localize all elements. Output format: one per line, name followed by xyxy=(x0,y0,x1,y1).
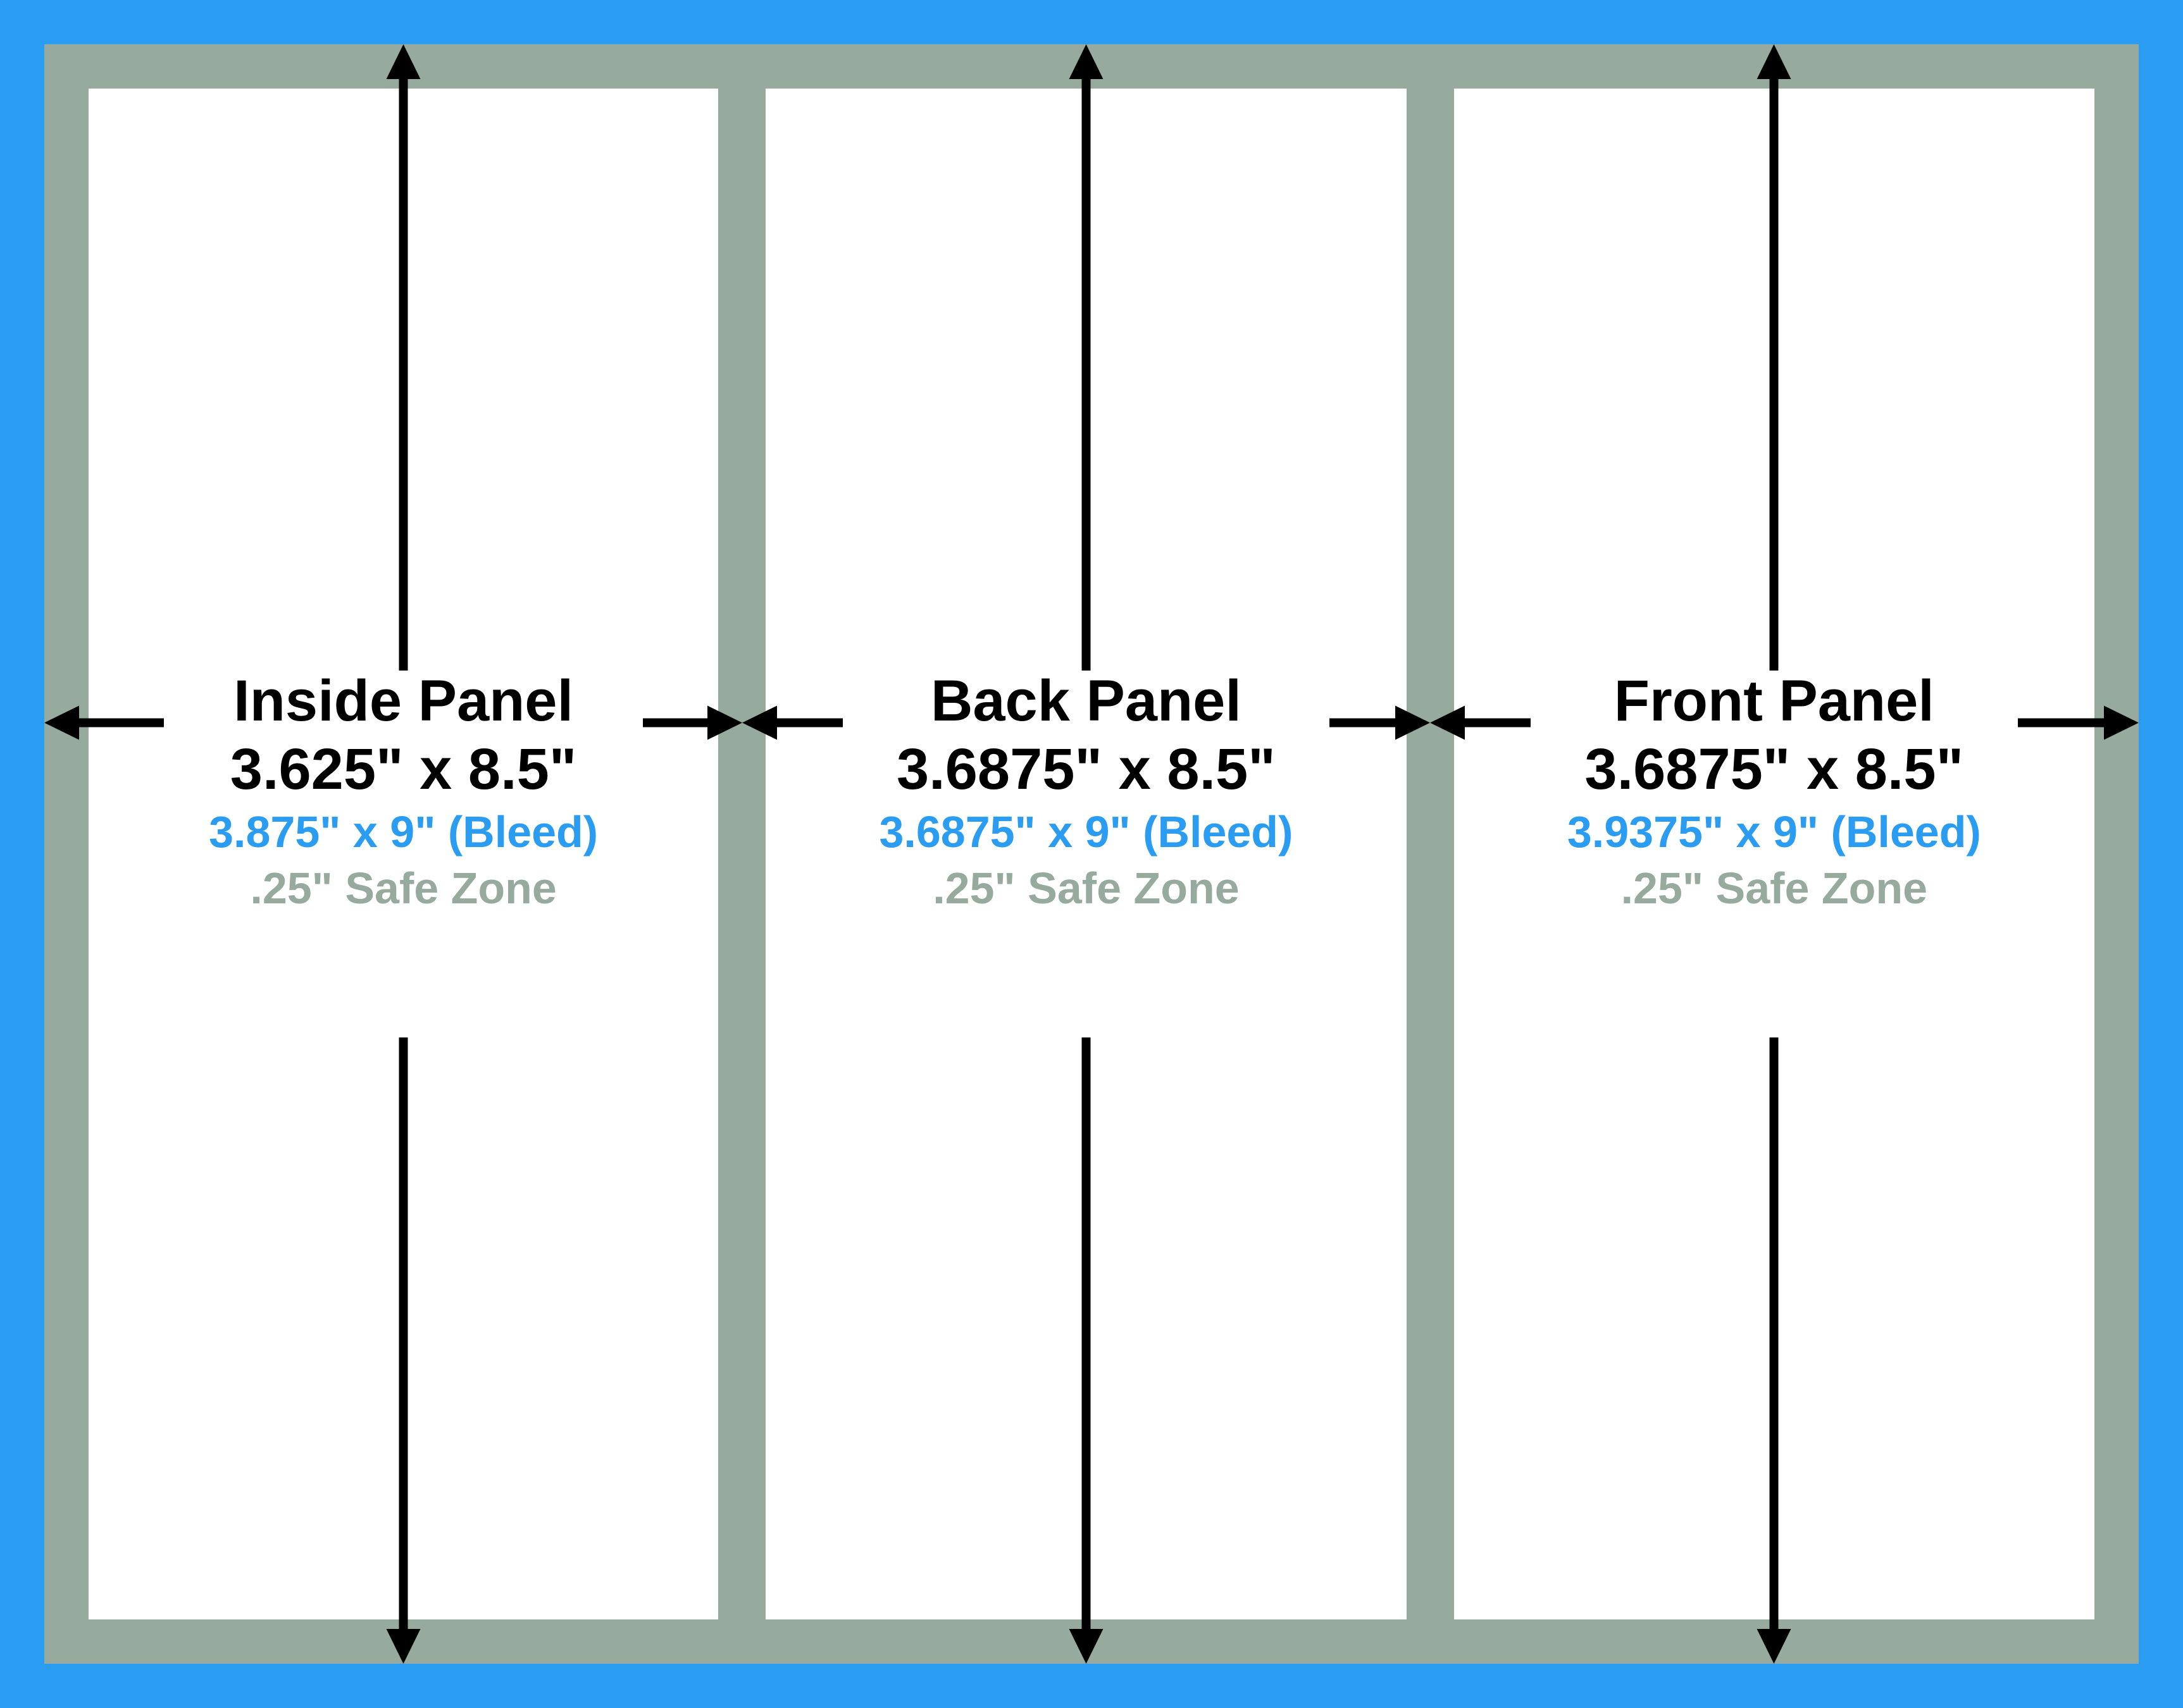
height-arrow-bottom-icon xyxy=(1757,1037,1791,1664)
panel-dimensions: 3.6875" x 8.5" xyxy=(1467,739,2082,800)
bleed-border: Inside Panel 3.625" x 8.5" 3.875" x 9" (Bl… xyxy=(0,0,2183,1708)
panel-safe-zone: .25" Safe Zone xyxy=(101,864,706,913)
panel-label-block: Inside Panel 3.625" x 8.5" 3.875" x 9" (Bl… xyxy=(89,671,718,913)
panel-dimensions: 3.625" x 8.5" xyxy=(101,739,706,800)
panel-safe-zone: .25" Safe Zone xyxy=(1467,864,2082,913)
height-arrow-bottom-icon xyxy=(1069,1037,1104,1664)
panel-label-block: Back Panel 3.6875" x 8.5" 3.6875" x 9" (Bl… xyxy=(766,671,1406,913)
height-arrow-top-icon xyxy=(386,44,421,671)
panel-front: Front Panel 3.6875" x 8.5" 3.9375" x 9" (B… xyxy=(1454,89,2094,1619)
panel-back: Back Panel 3.6875" x 8.5" 3.6875" x 9" (Bl… xyxy=(766,89,1406,1619)
panel-bleed: 3.875" x 9" (Bleed) xyxy=(101,808,706,857)
panel-label-block: Front Panel 3.6875" x 8.5" 3.9375" x 9" (B… xyxy=(1454,671,2094,913)
panel-safe-zone: .25" Safe Zone xyxy=(778,864,1393,913)
height-arrow-bottom-icon xyxy=(386,1037,421,1664)
panel-title: Back Panel xyxy=(778,671,1393,732)
panel-title: Front Panel xyxy=(1467,671,2082,732)
height-arrow-top-icon xyxy=(1069,44,1104,671)
safe-zone-area: Inside Panel 3.625" x 8.5" 3.875" x 9" (Bl… xyxy=(44,44,2139,1664)
panel-bleed: 3.9375" x 9" (Bleed) xyxy=(1467,808,2082,857)
panel-dimensions: 3.6875" x 8.5" xyxy=(778,739,1393,800)
panel-title: Inside Panel xyxy=(101,671,706,732)
panel-bleed: 3.6875" x 9" (Bleed) xyxy=(778,808,1393,857)
panel-inside: Inside Panel 3.625" x 8.5" 3.875" x 9" (Bl… xyxy=(89,89,718,1619)
height-arrow-top-icon xyxy=(1757,44,1791,671)
panels-row: Inside Panel 3.625" x 8.5" 3.875" x 9" (Bl… xyxy=(89,89,2094,1619)
